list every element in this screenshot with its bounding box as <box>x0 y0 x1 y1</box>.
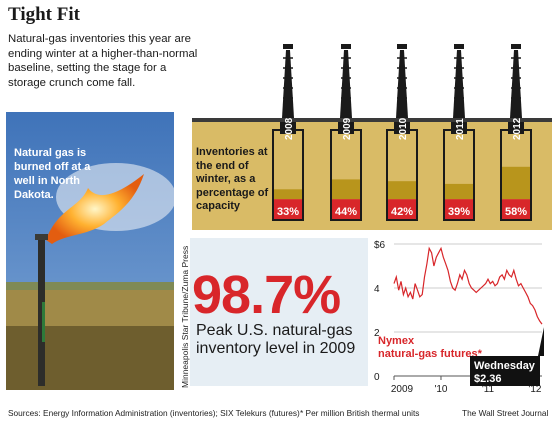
sources-note: Sources: Energy Information Administrati… <box>8 408 300 418</box>
photo-caption: Natural gas is burned off at a well in N… <box>14 147 91 201</box>
tank-fill-2011 <box>445 183 473 200</box>
xtick-label-2: '11 <box>482 384 495 395</box>
xtick-label-3: '12 <box>528 384 541 395</box>
ytick-label-0: 0 <box>374 372 380 383</box>
wednesday-callout: Wednesday $2.36 <box>470 327 544 386</box>
callout-pointer <box>538 327 544 356</box>
value-label-2009: 44% <box>335 206 357 218</box>
tank-fill-2010 <box>388 181 416 200</box>
peak-label: Peak U.S. natural-gas inventory level in… <box>196 322 356 357</box>
gas-flare-photo <box>6 112 174 390</box>
publisher-credit: The Wall Street Journal <box>462 408 549 418</box>
ground-line <box>192 118 552 122</box>
photo-credit: Minneapolis Star Tribune/Zuma Press <box>180 245 190 388</box>
tank-fill-2009 <box>332 179 360 200</box>
derrick-2009 <box>340 44 352 118</box>
stat-box <box>190 238 368 386</box>
ytick-label-6: $6 <box>374 240 386 251</box>
xtick-label-1: '10 <box>434 384 447 395</box>
xtick-label-0: 2009 <box>391 384 414 395</box>
ytick-label-2: 2 <box>374 328 380 339</box>
derrick-2008 <box>282 44 294 118</box>
storage-tanks-chart: 2008 33% 2009 44% 2010 42% 2011 39% 2012 58% <box>192 44 552 230</box>
value-label-2011: 39% <box>448 206 470 218</box>
value-label-2010: 42% <box>391 206 413 218</box>
year-label-2011: 2011 <box>455 118 466 140</box>
bar-2010 <box>388 199 416 219</box>
year-label-2010: 2010 <box>398 117 409 140</box>
year-label-2012: 2012 <box>512 117 523 140</box>
deck-text: Natural-gas inventories this year are en… <box>8 33 198 89</box>
derrick-2012 <box>510 44 522 118</box>
ytick-label-4: 4 <box>374 284 380 295</box>
bar-2009 <box>332 199 360 219</box>
tank-fill-2012 <box>502 166 530 200</box>
bar-2008 <box>274 199 302 219</box>
bar-2012 <box>502 199 530 219</box>
bar-2011 <box>445 199 473 219</box>
callout-box <box>470 356 540 386</box>
footnote: * Per million British thermal units <box>300 408 420 418</box>
year-label-2009: 2009 <box>342 117 353 140</box>
futures-series-line <box>393 246 543 325</box>
callout-label: Wednesday <box>474 360 536 372</box>
ground-band <box>192 120 552 230</box>
callout-value: $2.36 <box>474 373 502 385</box>
tank-fill-2008 <box>274 189 302 200</box>
value-label-2012: 58% <box>505 206 527 218</box>
year-label-2008: 2008 <box>284 117 295 140</box>
peak-value: 98.7% <box>192 265 341 325</box>
futures-line-chart: $6 4 2 0 2009 '10 '11 '12 Nymex natural-gas fut… <box>374 240 544 395</box>
headline: Tight Fit <box>8 4 80 25</box>
derrick-2011 <box>453 44 465 118</box>
derrick-2010 <box>396 44 408 118</box>
value-label-2008: 33% <box>277 206 299 218</box>
tank-chart-subtitle: Inventories at the end of winter, as a p… <box>196 146 269 212</box>
series-name-label: Nymex natural-gas futures* <box>378 335 483 360</box>
